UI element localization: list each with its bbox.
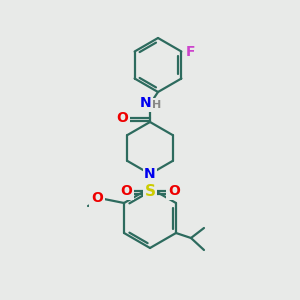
Text: N: N xyxy=(144,167,156,181)
Text: H: H xyxy=(152,100,162,110)
Text: F: F xyxy=(186,44,195,58)
Text: O: O xyxy=(120,184,132,198)
Text: S: S xyxy=(145,184,155,199)
Text: O: O xyxy=(116,111,128,125)
Text: O: O xyxy=(91,191,103,205)
Text: O: O xyxy=(168,184,180,198)
Text: N: N xyxy=(140,96,152,110)
